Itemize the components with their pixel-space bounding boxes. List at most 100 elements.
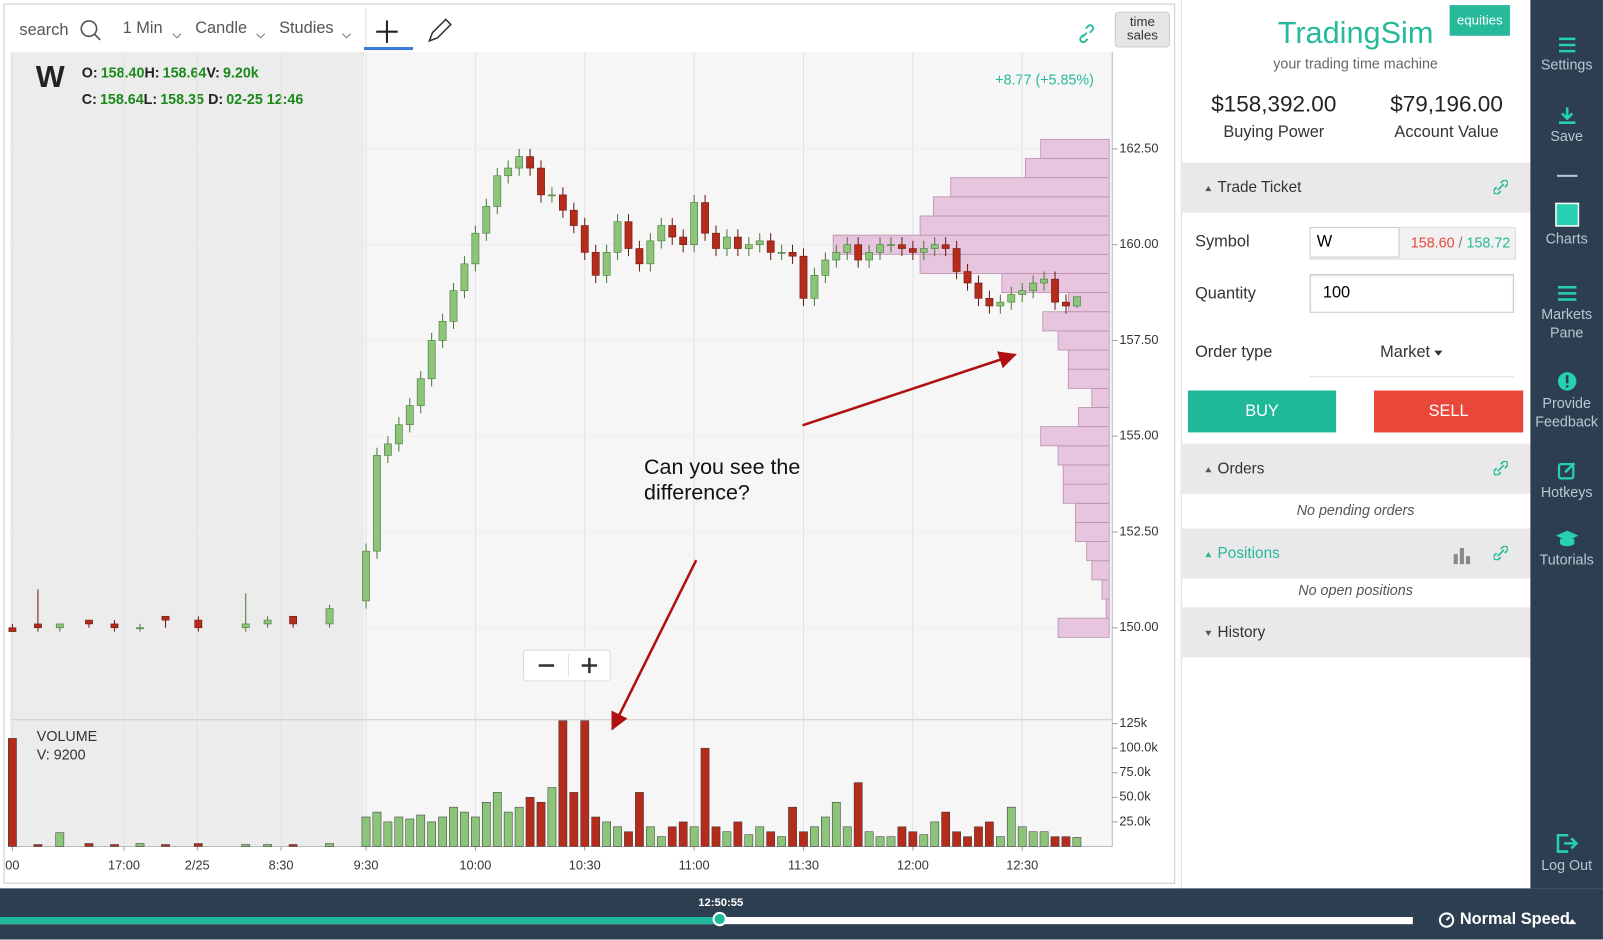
- orders-header[interactable]: Orders: [1180, 443, 1531, 494]
- link-icon[interactable]: [1493, 545, 1508, 561]
- volume-bar: [602, 821, 611, 847]
- value: 158.40: [101, 65, 145, 81]
- chart-style-select[interactable]: Candle: [195, 19, 247, 37]
- sidebar-item[interactable]: Save: [1530, 106, 1603, 145]
- positions-header[interactable]: Positions: [1180, 528, 1531, 579]
- volume-bar: [613, 826, 622, 847]
- volume-profile-bar: [919, 215, 1110, 236]
- y-tick-label: 150.00: [1119, 619, 1158, 634]
- bid: 158.60: [1410, 234, 1455, 251]
- value: 9.20k: [223, 65, 259, 81]
- x-tick-label: 2/25: [185, 857, 210, 872]
- candle-body: [788, 252, 797, 257]
- x-tick-label: 11:00: [679, 857, 710, 872]
- candle-body: [362, 550, 370, 602]
- draw-tool[interactable]: [428, 18, 452, 43]
- label: D:: [208, 92, 223, 108]
- sidebar-item[interactable]: Hotkeys: [1530, 460, 1603, 501]
- zoom-control: [522, 649, 611, 682]
- volume-bar: [460, 811, 469, 847]
- sidebar-label: Charts: [1545, 230, 1588, 247]
- chart-icon[interactable]: [1453, 546, 1473, 565]
- symbol-input[interactable]: W: [1309, 226, 1400, 258]
- value: 158.64: [163, 65, 207, 81]
- candle-body: [821, 259, 830, 276]
- candle-body: [1062, 301, 1070, 307]
- trade-ticket-header[interactable]: Trade Ticket: [1180, 162, 1531, 213]
- volume-value: V: 9200: [37, 747, 86, 763]
- candle-body: [515, 156, 524, 169]
- link-icon[interactable]: [1079, 24, 1095, 44]
- candle-body: [646, 240, 655, 265]
- volume-bar: [755, 826, 765, 847]
- sidebar-item[interactable]: Tutorials: [1530, 530, 1603, 569]
- x-tick-label: 10:00: [459, 857, 491, 872]
- volume-bar: [667, 826, 677, 847]
- volume-profile-bar: [1091, 387, 1110, 408]
- volume-bar: [135, 843, 145, 847]
- sidebar-item[interactable]: Log Out: [1530, 833, 1603, 874]
- section-title: History: [1217, 623, 1266, 641]
- ask: 158.72: [1466, 234, 1511, 251]
- volume-bar: [1017, 826, 1027, 847]
- candle-body: [449, 290, 458, 322]
- value: 158.64: [100, 92, 144, 108]
- order-type-label: Order type: [1195, 343, 1273, 361]
- volume-bar: [55, 832, 65, 847]
- candle-body: [733, 236, 742, 249]
- toggle: [1205, 467, 1212, 473]
- volume-bar: [84, 843, 94, 847]
- search-box[interactable]: search: [19, 21, 68, 39]
- buy-button[interactable]: BUY: [1187, 390, 1337, 433]
- frame: [3, 3, 1176, 884]
- speed-select[interactable]: Normal Speed: [1459, 910, 1570, 929]
- caret: [1568, 919, 1577, 925]
- volume-bar: [963, 836, 972, 847]
- x-tick-label: 17:00: [108, 857, 140, 872]
- ohlc-line: C: 158.64L: 158.35 D: 02-25 12:46: [82, 92, 304, 108]
- studies-select[interactable]: Studies: [279, 19, 334, 37]
- crosshair-tool[interactable]: [376, 20, 398, 43]
- volume-bar: [842, 826, 852, 847]
- volume-bar: [394, 816, 404, 847]
- x-tick-label: 12:00: [897, 857, 929, 872]
- x-tick-label: 8:30: [269, 857, 294, 872]
- candle-body: [482, 206, 491, 234]
- quantity-input[interactable]: 100: [1309, 273, 1515, 313]
- sidebar-item[interactable]: Markets Pane: [1530, 284, 1603, 341]
- volume-profile-bar: [1040, 426, 1110, 447]
- volume-bar: [193, 843, 203, 847]
- link-icon[interactable]: [1493, 461, 1508, 476]
- history-header[interactable]: History: [1180, 607, 1531, 658]
- sidebar-item[interactable]: Settings: [1530, 37, 1603, 74]
- sidebar-item[interactable]: Provide Feedback: [1530, 371, 1603, 430]
- sidebar-item[interactable]: Charts: [1530, 202, 1603, 247]
- time-sales-button[interactable]: [1114, 11, 1171, 48]
- search-icon[interactable]: [80, 20, 98, 38]
- account-value-label: Account Value: [1394, 123, 1499, 142]
- candle-body: [1029, 282, 1038, 291]
- interval-select[interactable]: 1 Min: [123, 19, 163, 37]
- volume-bar: [241, 844, 251, 847]
- volume-bar: [438, 816, 447, 847]
- candle-body: [438, 321, 447, 341]
- toggle: [1205, 186, 1212, 192]
- ohlc-line: O: 158.40H: 158.64V: 9.20k: [82, 65, 259, 81]
- volume-profile-bar: [1057, 617, 1110, 638]
- candle-body: [405, 405, 414, 426]
- sell-button[interactable]: SELL: [1373, 390, 1524, 433]
- y2-tick-label: 50.0k: [1119, 789, 1151, 804]
- order-type-select[interactable]: Market: [1380, 343, 1431, 361]
- zoom-in[interactable]: [581, 657, 598, 674]
- progress-knob[interactable]: [712, 911, 727, 927]
- candle-body: [591, 252, 600, 276]
- link-icon[interactable]: [1493, 179, 1508, 195]
- candle-body: [777, 252, 786, 254]
- candle-body: [941, 244, 950, 249]
- sidebar-label: Hotkeys: [1540, 483, 1593, 500]
- sidebar-label: Tutorials: [1539, 551, 1594, 568]
- candle-body: [712, 232, 720, 249]
- candle-body: [908, 248, 917, 253]
- x-tick-label: 11:30: [788, 857, 819, 872]
